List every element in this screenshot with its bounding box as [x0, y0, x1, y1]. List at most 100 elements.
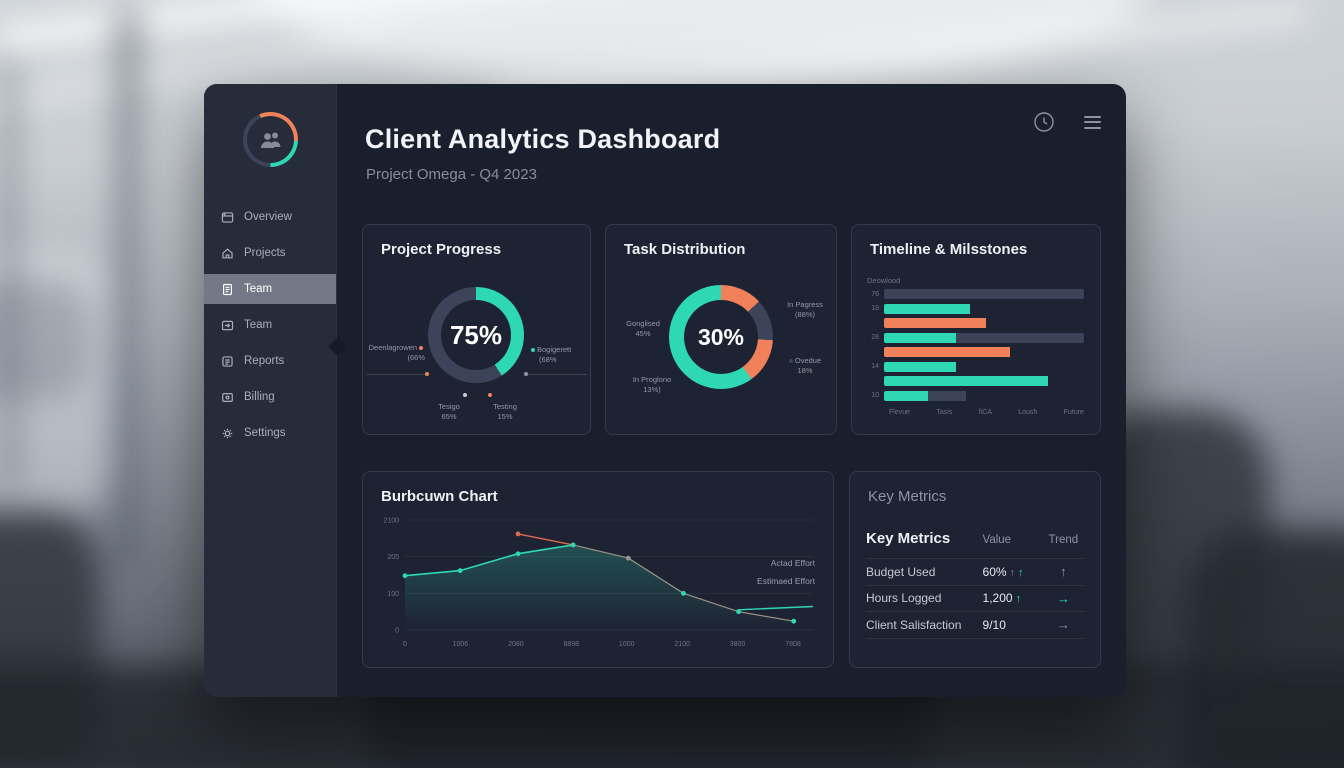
page-title: Client Analytics Dashboard — [365, 124, 721, 154]
people-icon — [260, 132, 280, 148]
metric-value: 9/10 — [982, 617, 1006, 632]
donut-label-left: Gonglised 45% — [626, 319, 660, 338]
window-glass — [0, 250, 110, 510]
bar-track — [884, 332, 1084, 343]
sidebar-item-team[interactable]: Team — [204, 310, 336, 340]
leader-line — [527, 374, 587, 375]
svg-text:3800: 3800 — [730, 641, 746, 648]
y-axis-label: 10 — [871, 392, 879, 399]
sidebar-nav: Overview Projects Team Team — [204, 202, 336, 448]
burndown-card: Burbcuwn Chart 2100 205 100 0 0 1006 2080 8898 1… — [362, 471, 834, 668]
metric-label: Hours Logged — [866, 591, 942, 606]
timeline-legend: Deowlood — [867, 276, 901, 285]
window-frame — [2, 60, 16, 490]
timeline-bar-row: 18 — [866, 303, 1084, 314]
timeline-bar-row — [866, 347, 1084, 357]
sidebar-item-label: Projects — [244, 247, 286, 259]
card-title: Key Metrics — [868, 488, 947, 505]
bar-track — [884, 289, 1084, 299]
house-icon — [220, 246, 234, 260]
card-title: Task Distribution — [624, 241, 746, 258]
bar-track — [884, 347, 1084, 357]
bar-segment — [884, 390, 928, 401]
y-axis-label: 28 — [871, 334, 879, 341]
timeline-x-axis: Flevue Tasis fiCA Loush Future — [889, 409, 1084, 416]
column-trend: Trend — [1048, 534, 1079, 546]
project-progress-card: Project Progress 75% Deenlagrowen (66% B… — [362, 224, 591, 435]
donut-label-bottom-left: In Proglono 13%) — [632, 375, 672, 394]
svg-text:1000: 1000 — [619, 641, 635, 648]
table-row: Client Salisfaction 9/10 → — [866, 612, 1084, 639]
donut-label-bottom-left: Tesigo 65% — [438, 402, 460, 421]
app-logo — [243, 112, 298, 167]
orange-dot — [425, 372, 429, 376]
metric-label: Client Salisfaction — [866, 617, 962, 632]
grey-dot — [524, 372, 528, 376]
timeline-bar-row: 28 — [866, 332, 1084, 343]
dashboard-window: Overview Projects Team Team — [204, 84, 1126, 697]
bar-track — [884, 376, 1084, 386]
bar-track — [884, 390, 1084, 401]
bar-segment — [884, 332, 956, 343]
table-row: Hours Logged 1,200 ↑ → — [866, 586, 1084, 612]
value-trend-arrow-icon: ↑ — [1009, 566, 1016, 579]
billing-icon — [220, 390, 234, 404]
column-value: Value — [982, 534, 1012, 546]
sidebar-item-reports[interactable]: Reports — [204, 346, 336, 376]
svg-text:1006: 1006 — [453, 641, 469, 648]
panel-arrow-icon — [220, 318, 234, 332]
timeline-bar-row — [866, 318, 1084, 328]
donut-label-top-right: In Pagress (88%) — [787, 300, 823, 319]
timeline-bar-row — [866, 376, 1084, 386]
value-trend-arrow-icon: ↑ — [1018, 566, 1024, 579]
page-subtitle: Project Omega - Q4 2023 — [366, 166, 537, 183]
timeline-bar-chart: 76 18 28 14 10 — [866, 289, 1084, 405]
timeline-card: Timeline & Milsstones Deowlood 76 18 28 14 1… — [851, 224, 1101, 435]
bar-segment — [884, 361, 956, 372]
project-progress-donut: 75% — [428, 287, 524, 383]
legend-actual-effort: Actad Effort — [770, 558, 815, 568]
x-axis-label: Future — [1063, 409, 1084, 416]
x-axis-label: Flevue — [889, 409, 911, 416]
trend-arrow-icon: ↑ — [1060, 564, 1067, 580]
bar-segment — [884, 289, 1084, 299]
sidebar-item-billing[interactable]: Billing — [204, 382, 336, 412]
metric-label: Budget Used — [866, 564, 936, 579]
svg-text:2100: 2100 — [383, 518, 399, 525]
donut-label-left: Deenlagrowen (66% — [368, 343, 425, 362]
document-icon — [220, 282, 234, 296]
sidebar-item-label: Team — [244, 319, 273, 331]
gear-icon — [220, 426, 234, 440]
timeline-bar-row: 76 — [866, 289, 1084, 299]
report-icon — [220, 354, 234, 368]
hamburger-menu-icon[interactable] — [1080, 110, 1104, 134]
x-axis-label: Loush — [1018, 409, 1038, 416]
bar-segment — [956, 332, 1084, 343]
sidebar-item-settings[interactable]: Settings — [204, 418, 336, 448]
value-trend-arrow-icon: ↑ — [1015, 593, 1022, 606]
sidebar-item-projects[interactable]: Projects — [204, 238, 336, 268]
y-axis-label: 14 — [871, 363, 879, 370]
clock-icon[interactable] — [1032, 110, 1056, 134]
svg-text:205: 205 — [387, 554, 399, 561]
x-axis-label: Tasis — [936, 409, 953, 416]
svg-text:100: 100 — [387, 591, 399, 598]
leader-line — [367, 374, 427, 375]
svg-text:2080: 2080 — [508, 641, 524, 648]
svg-text:8898: 8898 — [563, 641, 579, 648]
timeline-bar-row: 14 — [866, 361, 1084, 372]
sidebar-item-label: Billing — [244, 391, 275, 403]
sidebar: Overview Projects Team Team — [204, 84, 347, 697]
sidebar-item-label: Overview — [244, 211, 292, 223]
bar-segment — [884, 347, 1010, 357]
metric-value: 1,200 ↑ — [982, 591, 1022, 606]
bar-track — [884, 303, 1084, 314]
sidebar-item-label: Team — [244, 283, 273, 295]
sidebar-item-overview[interactable]: Overview — [204, 202, 336, 232]
svg-text:0: 0 — [395, 628, 399, 635]
y-axis-label: 76 — [871, 290, 879, 298]
task-distribution-card: Task Distribution 30% Gonglised 45% In P… — [605, 224, 837, 435]
bar-segment — [928, 390, 966, 401]
sidebar-item-team-selected[interactable]: Team — [204, 274, 336, 304]
